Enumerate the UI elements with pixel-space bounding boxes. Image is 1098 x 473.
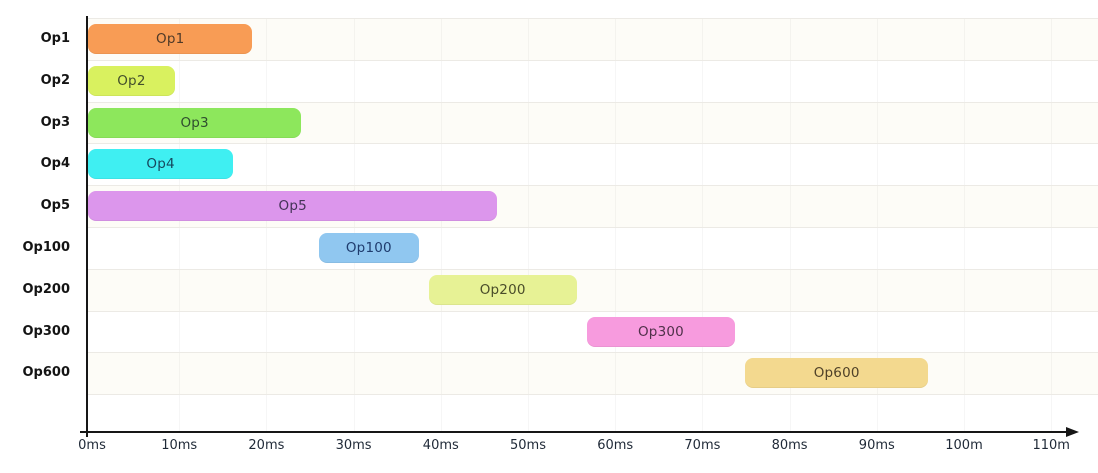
- row-separator: [88, 185, 1098, 187]
- row-label: Op1: [40, 30, 70, 46]
- row-band: [88, 59, 1098, 102]
- bar-label: Op200: [479, 281, 526, 298]
- x-tick-label: 30ms: [335, 438, 372, 453]
- vertical-gridline: [179, 18, 180, 431]
- x-tick-label: 60ms: [597, 438, 634, 453]
- row-separator: [88, 227, 1098, 228]
- row-separator: [88, 268, 1098, 270]
- x-tick-label: 70ms: [684, 438, 721, 453]
- row-label: Op300: [22, 323, 71, 339]
- vertical-gridline: [702, 18, 703, 431]
- row-band: [88, 227, 1098, 269]
- row-separator: [88, 18, 1098, 19]
- x-tick-label: 90ms: [858, 438, 895, 453]
- vertical-gridline: [1051, 18, 1052, 431]
- row-label: Op4: [40, 156, 70, 172]
- row-band: [88, 352, 1098, 395]
- gantt-bar: Op5: [88, 191, 498, 222]
- gantt-bar: Op300: [587, 316, 735, 347]
- x-tick-label: 20ms: [248, 438, 285, 453]
- row-separator: [88, 59, 1098, 61]
- x-tick-label: 10ms: [161, 438, 198, 453]
- row-separator: [88, 352, 1098, 354]
- x-axis-line: [80, 431, 1066, 433]
- bar-label: Op1: [156, 30, 185, 47]
- gantt-bar: Op200: [428, 274, 577, 305]
- gantt-bar: Op2: [88, 65, 175, 96]
- bar-label: Op300: [637, 323, 684, 340]
- gantt-bar: Op3: [88, 107, 302, 138]
- x-axis-arrow-icon: [1066, 426, 1079, 437]
- bar-label: Op5: [278, 198, 307, 215]
- vertical-gridline: [964, 18, 965, 431]
- bar-label: Op3: [180, 114, 209, 131]
- row-separator: [88, 143, 1098, 145]
- bar-label: Op100: [345, 239, 392, 256]
- row-label: Op200: [22, 281, 71, 297]
- vertical-gridline: [441, 18, 442, 431]
- row-band: [88, 143, 1098, 186]
- vertical-gridline: [354, 18, 355, 431]
- row-label: Op100: [22, 239, 71, 255]
- row-separator: [88, 310, 1098, 312]
- bar-label: Op2: [117, 72, 146, 89]
- x-tick-label: 50ms: [510, 438, 546, 453]
- row-band: [88, 268, 1098, 311]
- gantt-bar: Op100: [318, 232, 419, 263]
- row-separator: [88, 394, 1098, 396]
- vertical-gridline: [615, 18, 616, 431]
- bar-label: Op600: [813, 365, 860, 382]
- row-label: Op3: [40, 114, 70, 130]
- row-label: Op5: [40, 198, 70, 214]
- x-tick-label: 110m: [1032, 438, 1070, 453]
- row-label: Op2: [40, 72, 70, 88]
- gantt-bar: Op1: [88, 23, 253, 54]
- bar-label: Op4: [146, 156, 175, 173]
- gantt-bar: Op600: [745, 358, 929, 389]
- x-tick-label: 80ms: [771, 438, 808, 453]
- x-tick-label: 0ms: [78, 438, 106, 453]
- y-axis-line: [86, 16, 88, 437]
- x-tick-label: 40ms: [422, 438, 459, 453]
- vertical-gridline: [266, 18, 267, 431]
- row-band: [88, 18, 1098, 60]
- x-tick-label: 100m: [945, 438, 983, 453]
- row-label: Op600: [22, 365, 71, 381]
- row-separator: [88, 101, 1098, 103]
- vertical-gridline: [528, 18, 529, 431]
- gantt-bar: Op4: [88, 149, 234, 180]
